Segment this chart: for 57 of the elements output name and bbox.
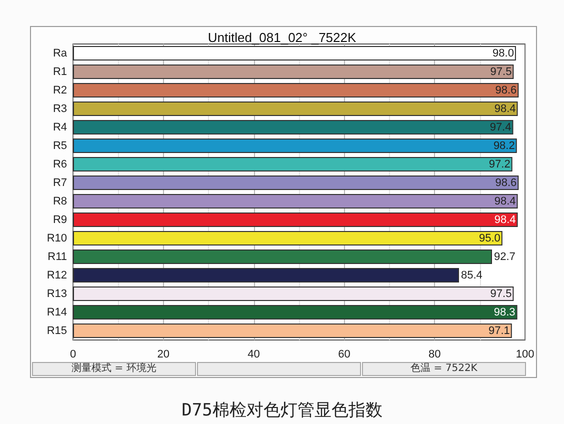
data-label: 98.6 bbox=[495, 84, 517, 96]
data-label: 98.3 bbox=[494, 306, 516, 318]
bar bbox=[73, 250, 492, 264]
y-tick-label: R5 bbox=[52, 140, 67, 152]
data-label: 85.4 bbox=[461, 269, 482, 282]
y-tick-label: R3 bbox=[52, 102, 67, 115]
bar bbox=[73, 138, 517, 153]
data-label: 97.2 bbox=[488, 158, 510, 170]
bar bbox=[73, 194, 518, 208]
chart-title: Untitled_081_02° _7522K bbox=[208, 30, 356, 45]
x-tick-label: 60 bbox=[338, 348, 350, 360]
data-label: 97.1 bbox=[488, 324, 510, 337]
bar bbox=[73, 120, 514, 134]
data-label: 97.4 bbox=[490, 121, 512, 134]
bar bbox=[73, 305, 518, 320]
data-label: 97.5 bbox=[490, 288, 512, 300]
y-tick-label: R15 bbox=[46, 324, 67, 337]
data-label: 95.0 bbox=[478, 232, 500, 244]
bar bbox=[73, 286, 514, 301]
y-tick-label: R13 bbox=[46, 288, 67, 300]
y-tick-label: Ra bbox=[52, 47, 68, 60]
bar bbox=[73, 231, 502, 246]
data-label: 98.4 bbox=[494, 195, 516, 208]
x-tick-label: 80 bbox=[428, 348, 441, 360]
y-tick-label: R1 bbox=[52, 66, 67, 78]
data-label: 98.2 bbox=[493, 140, 515, 152]
y-tick-label: R12 bbox=[46, 269, 67, 282]
data-label: 98.4 bbox=[494, 102, 516, 115]
y-tick-label: R8 bbox=[52, 195, 67, 208]
data-label: 98.0 bbox=[492, 47, 514, 60]
data-label: 92.7 bbox=[494, 250, 516, 263]
y-tick-label: R6 bbox=[52, 158, 67, 170]
bar bbox=[73, 64, 514, 79]
data-label: 98.6 bbox=[495, 176, 517, 189]
y-tick-label: R10 bbox=[46, 232, 67, 244]
bar bbox=[73, 212, 518, 227]
bar bbox=[73, 102, 518, 116]
y-tick-label: R11 bbox=[48, 250, 67, 263]
y-tick-label: R4 bbox=[52, 121, 67, 134]
bar bbox=[73, 83, 519, 98]
y-tick-label: R9 bbox=[52, 214, 67, 226]
x-tick-label: 100 bbox=[516, 348, 534, 360]
bar bbox=[73, 324, 512, 338]
bar bbox=[73, 157, 512, 172]
y-tick-label: R2 bbox=[52, 84, 67, 96]
text: 色温 = 7522K bbox=[362, 362, 526, 376]
bar bbox=[73, 268, 460, 282]
data-label: 98.4 bbox=[494, 214, 516, 226]
bar bbox=[73, 176, 519, 190]
y-tick-label: R14 bbox=[46, 306, 67, 318]
text: D75棉检对色灯管显色指数 bbox=[182, 400, 382, 420]
data-label: 97.5 bbox=[490, 66, 512, 78]
text: 测量模式 = 环境光 bbox=[32, 362, 196, 376]
x-tick-label: 0 bbox=[70, 348, 76, 360]
x-tick-label: 40 bbox=[248, 348, 260, 360]
y-tick-label: R7 bbox=[52, 176, 67, 189]
x-tick-label: 20 bbox=[157, 348, 170, 360]
